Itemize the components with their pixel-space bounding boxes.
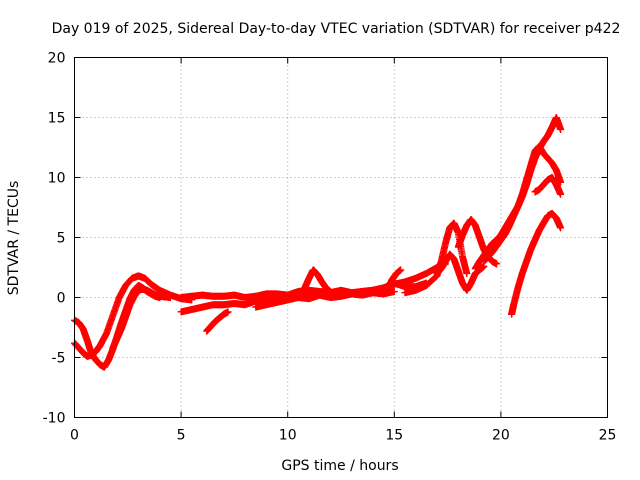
grid [74, 57, 608, 418]
y-tick-label: 10 [48, 171, 66, 187]
y-tick-label: -10 [43, 411, 66, 427]
x-tick-label: 20 [492, 428, 510, 444]
data-point [557, 126, 565, 133]
series-track-J [401, 219, 471, 297]
y-tick-label: -5 [52, 351, 66, 367]
series-track-F [203, 308, 232, 335]
plot-frame [74, 57, 608, 418]
series-track-N [480, 142, 565, 265]
x-tick-label: 0 [70, 428, 79, 444]
x-tick-label: 10 [279, 428, 297, 444]
x-tick-labels: 0 5 10 15 20 25 [70, 428, 616, 444]
x-tick-label: 5 [177, 428, 186, 444]
y-tick-label: 20 [48, 51, 66, 67]
chart-title: Day 019 of 2025, Sidereal Day-to-day VTE… [52, 21, 621, 37]
data-point [397, 266, 405, 274]
series-track-K [433, 250, 488, 294]
y-tick-label: 0 [57, 291, 66, 307]
series-track-M [471, 114, 565, 273]
data-point [557, 190, 565, 198]
x-tick-label: 25 [599, 428, 617, 444]
data-point [224, 308, 232, 316]
data-point [326, 288, 334, 295]
x-axis-title: GPS time / hours [281, 458, 398, 474]
series-track-P [508, 210, 565, 318]
y-tick-label: 15 [48, 111, 66, 127]
series-track-O [531, 174, 565, 198]
y-tick-labels: -10 -5 0 5 10 15 20 [43, 51, 66, 427]
y-axis-title: SDTVAR / TECUs [6, 181, 22, 296]
data-point [463, 270, 471, 277]
data-point [493, 260, 501, 268]
data-points [71, 114, 565, 371]
axis-ticks [74, 57, 608, 418]
series-track-H [294, 266, 334, 301]
data-point [390, 288, 398, 295]
y-tick-label: 5 [57, 231, 66, 247]
data-point [166, 294, 174, 301]
x-tick-label: 15 [385, 428, 403, 444]
data-point [557, 224, 565, 232]
series-track-I [380, 266, 405, 298]
series-track-C [109, 285, 174, 352]
